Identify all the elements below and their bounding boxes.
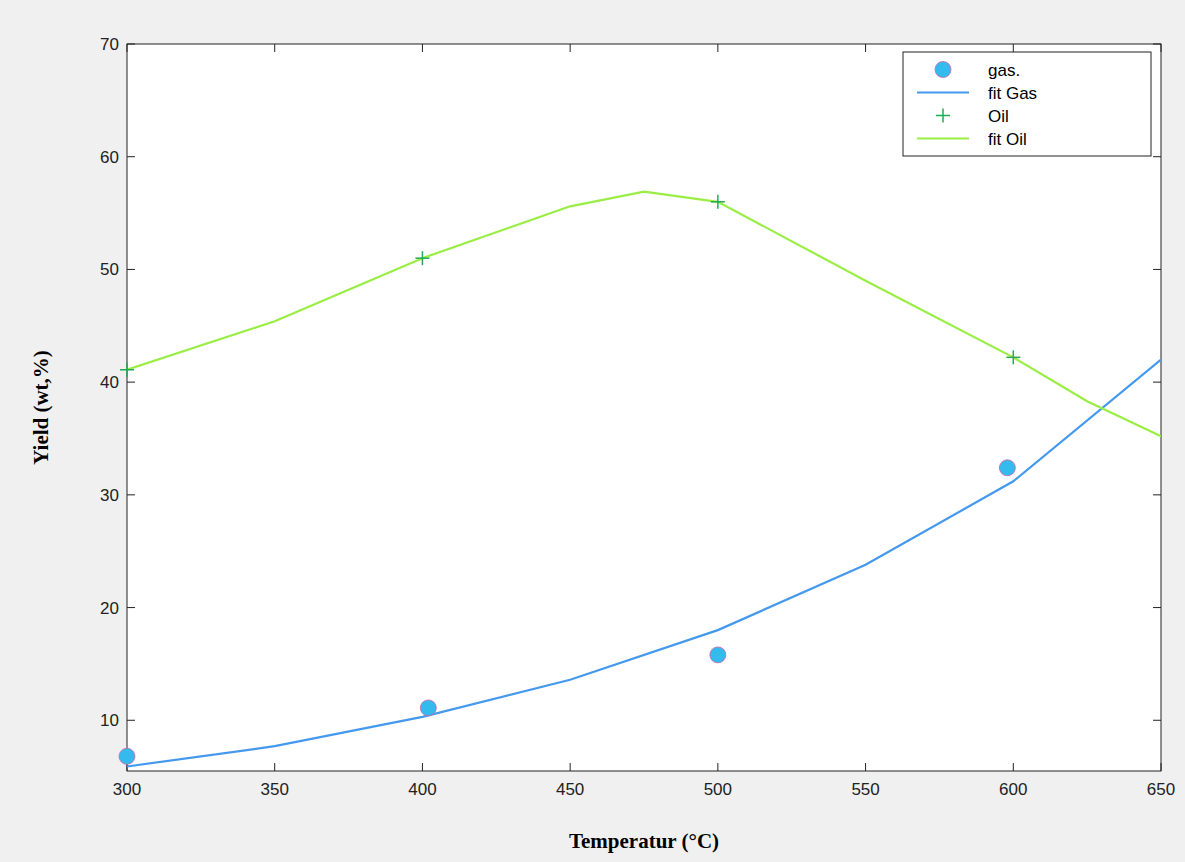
fit-line	[127, 192, 1161, 437]
x-tick	[865, 763, 866, 771]
data-point	[711, 195, 725, 209]
legend-label: fit Oil	[988, 130, 1027, 149]
y-tick	[1153, 382, 1161, 383]
x-tick-label: 450	[556, 780, 584, 799]
y-tick	[127, 494, 135, 495]
legend-key	[935, 62, 951, 78]
x-axis-title: Temperatur (°C)	[569, 829, 719, 853]
y-axis-title: Yield (wt,%)	[29, 350, 53, 465]
y-tick	[127, 269, 135, 270]
x-tick	[422, 763, 423, 771]
legend-key	[936, 109, 950, 123]
legend-label: Oil	[988, 107, 1009, 126]
x-tick	[717, 763, 718, 771]
x-tick	[570, 44, 571, 52]
y-tick	[1153, 720, 1161, 721]
x-tick	[422, 44, 423, 52]
y-tick-label: 60	[100, 148, 119, 167]
x-tick-label: 600	[999, 780, 1027, 799]
y-tick-label: 20	[100, 599, 119, 618]
x-tick	[1013, 44, 1014, 52]
marker-stroke	[1013, 350, 1015, 364]
data-point	[120, 363, 134, 377]
x-tick-label: 500	[704, 780, 732, 799]
x-tick	[865, 44, 866, 52]
y-tick-label: 10	[100, 711, 119, 730]
data-point	[710, 647, 726, 663]
markers	[119, 195, 1020, 765]
x-tick	[570, 763, 571, 771]
legend-label: gas.	[988, 61, 1020, 80]
y-tick	[127, 607, 135, 608]
x-tick-label: 550	[851, 780, 879, 799]
y-tick	[127, 156, 135, 157]
x-tick-label: 350	[261, 780, 289, 799]
y-tick	[127, 720, 135, 721]
axes: 300 350 400 450 500 550 600 650 10 20 30 40 50 60 70	[100, 35, 1175, 799]
plot-background	[127, 44, 1161, 771]
marker-stroke	[942, 109, 944, 123]
y-tick	[1153, 607, 1161, 608]
data-point	[420, 700, 436, 716]
x-tick	[1013, 763, 1014, 771]
fit-line	[127, 360, 1161, 767]
lines	[127, 192, 1161, 767]
data-point	[999, 460, 1015, 476]
y-tick	[1153, 494, 1161, 495]
data-point	[1006, 350, 1020, 364]
data-point	[119, 748, 135, 764]
y-tick	[1153, 156, 1161, 157]
y-tick-label: 50	[100, 260, 119, 279]
figure-background	[0, 0, 1185, 862]
marker-stroke	[126, 363, 128, 377]
x-tick	[274, 44, 275, 52]
legend-box	[903, 52, 1151, 156]
legend-key	[917, 137, 969, 139]
plot-frame	[127, 44, 1161, 771]
marker-stroke	[717, 195, 719, 209]
marker-stroke	[422, 251, 424, 265]
chart: 300 350 400 450 500 550 600 650 10 20 30 40 50 60 70 Te…	[0, 0, 1185, 862]
legend-label: fit Gas	[988, 84, 1037, 103]
x-tick-label: 650	[1147, 780, 1175, 799]
x-tick-label: 300	[113, 780, 141, 799]
y-tick-label: 70	[100, 35, 119, 54]
y-tick-label: 40	[100, 373, 119, 392]
y-tick	[127, 382, 135, 383]
y-tick-label: 30	[100, 486, 119, 505]
y-tick	[1153, 269, 1161, 270]
x-tick-label: 400	[408, 780, 436, 799]
x-tick	[717, 44, 718, 52]
legend-key	[917, 91, 969, 93]
x-tick	[274, 763, 275, 771]
data-point	[415, 251, 429, 265]
legend: gas. fit Gas Oil fit Oil	[903, 52, 1151, 156]
